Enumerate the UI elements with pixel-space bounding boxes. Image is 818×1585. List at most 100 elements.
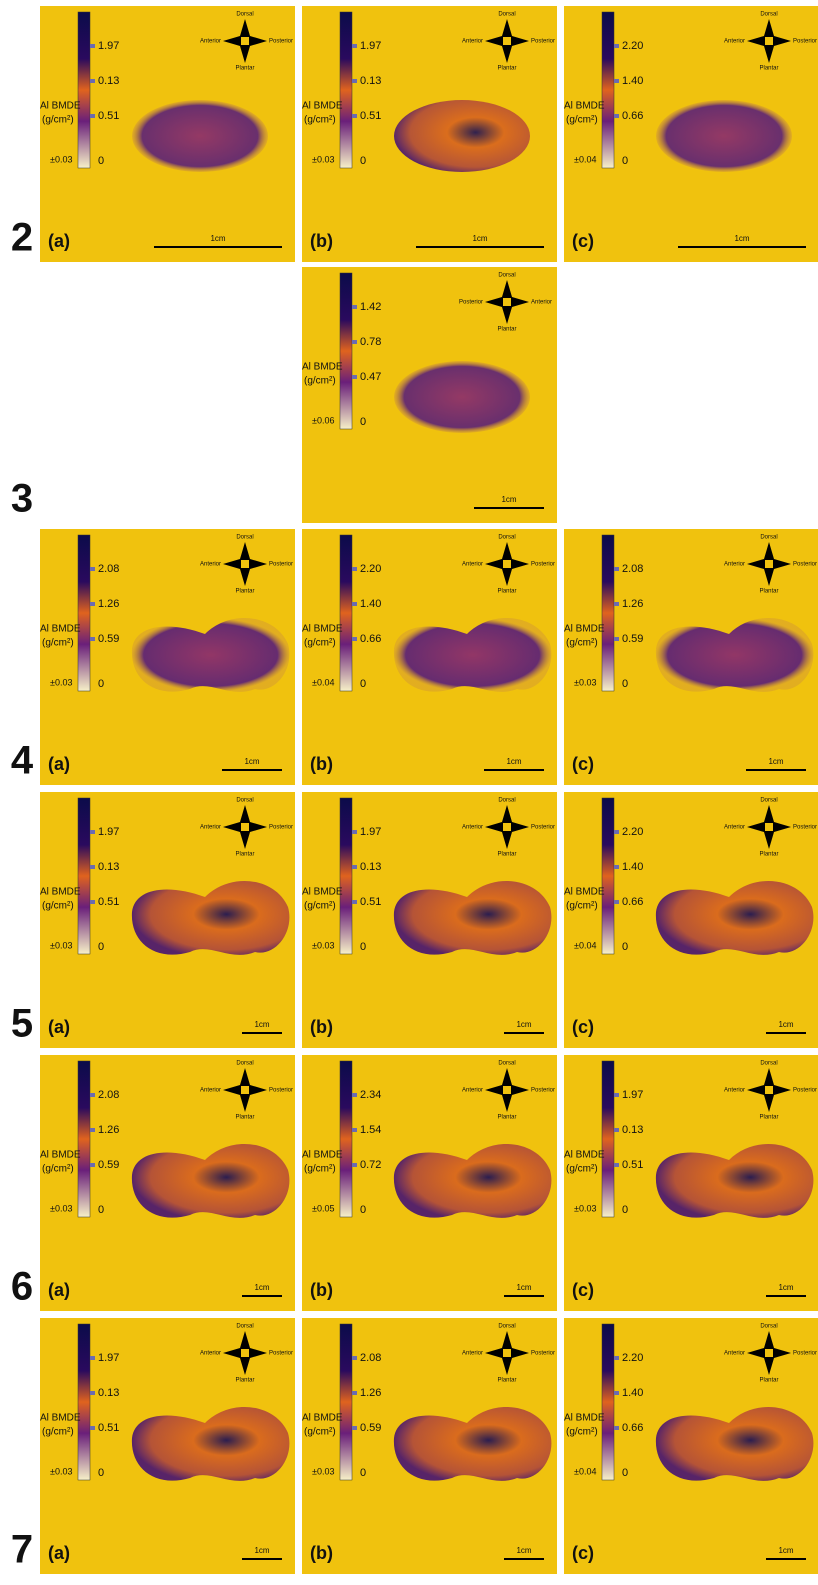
- colorbar-tick-label: 1.97: [98, 1352, 119, 1364]
- colorbar: [602, 798, 614, 954]
- compass-label: Anterior: [724, 1088, 745, 1094]
- compass-label: Posterior: [531, 1088, 555, 1094]
- compass-label: Dorsal: [236, 1324, 253, 1330]
- compass-label: Anterior: [462, 825, 483, 831]
- unit-label: (g/cm²): [304, 901, 336, 912]
- axis-label: Al BMDE: [40, 624, 81, 635]
- tick-marker: [90, 865, 95, 869]
- panel-letter: (c): [572, 1017, 594, 1037]
- compass-label: Plantar: [235, 589, 254, 595]
- tick-marker: [352, 1391, 357, 1395]
- error-label: ±0.03: [312, 154, 334, 164]
- compass-center: [765, 1349, 773, 1357]
- error-label: ±0.03: [574, 1203, 596, 1213]
- compass-center: [241, 1349, 249, 1357]
- compass-label: Dorsal: [760, 12, 777, 18]
- compass-label: Posterior: [531, 39, 555, 45]
- colorbar-tick-label: 1.42: [360, 301, 381, 313]
- compass-label: Anterior: [200, 1088, 221, 1094]
- compass-label: Posterior: [531, 1351, 555, 1357]
- colorbar: [340, 12, 352, 168]
- compass-label: Posterior: [269, 1088, 293, 1094]
- zero-label: 0: [622, 1467, 628, 1479]
- row-label: 7: [11, 1528, 33, 1572]
- colorbar-tick-label: 0.66: [622, 110, 643, 122]
- compass-label: Plantar: [759, 852, 778, 858]
- tick-marker: [90, 79, 95, 83]
- tick-marker: [352, 602, 357, 606]
- panel-letter: (b): [310, 1280, 333, 1300]
- tick-marker: [352, 1093, 357, 1097]
- compass-label: Posterior: [459, 300, 483, 306]
- tick-marker: [614, 79, 619, 83]
- colorbar-tick-label: 0.51: [98, 1422, 119, 1434]
- unit-label: (g/cm²): [566, 638, 598, 649]
- scale-label: 1cm: [210, 234, 225, 243]
- zero-label: 0: [622, 1204, 628, 1216]
- tick-marker: [352, 567, 357, 571]
- unit-label: (g/cm²): [304, 376, 336, 387]
- compass-center: [765, 560, 773, 568]
- colorbar-tick-label: 0.51: [622, 1159, 643, 1171]
- compass-label: Posterior: [269, 825, 293, 831]
- zero-label: 0: [360, 155, 366, 167]
- panel-letter: (c): [572, 1280, 594, 1300]
- bone-section: [394, 361, 530, 433]
- colorbar-tick-label: 0.13: [622, 1124, 643, 1136]
- zero-label: 0: [622, 941, 628, 953]
- colorbar-tick-label: 2.08: [622, 563, 643, 575]
- compass-label: Plantar: [235, 852, 254, 858]
- tick-marker: [352, 900, 357, 904]
- compass-label: Plantar: [235, 66, 254, 72]
- scale-label: 1cm: [254, 1020, 269, 1029]
- compass-label: Posterior: [269, 39, 293, 45]
- compass-label: Dorsal: [498, 12, 515, 18]
- error-label: ±0.03: [50, 1203, 72, 1213]
- scale-label: 1cm: [778, 1546, 793, 1555]
- tick-marker: [90, 1128, 95, 1132]
- colorbar-tick-label: 2.20: [622, 40, 643, 52]
- row-label: 6: [11, 1265, 33, 1309]
- tick-marker: [90, 830, 95, 834]
- compass-center: [503, 560, 511, 568]
- row-label: 5: [11, 1002, 33, 1046]
- compass-label: Posterior: [793, 39, 817, 45]
- zero-label: 0: [98, 678, 104, 690]
- panel-letter: (a): [48, 231, 70, 251]
- unit-label: (g/cm²): [566, 115, 598, 126]
- colorbar-tick-label: 0.13: [98, 861, 119, 873]
- error-label: ±0.05: [312, 1203, 334, 1213]
- compass-label: Posterior: [793, 562, 817, 568]
- compass-label: Anterior: [724, 1351, 745, 1357]
- scale-label: 1cm: [472, 234, 487, 243]
- colorbar-tick-label: 0.78: [360, 336, 381, 348]
- panel-letter: (a): [48, 754, 70, 774]
- compass-label: Dorsal: [498, 535, 515, 541]
- tick-marker: [352, 340, 357, 344]
- compass-label: Plantar: [759, 66, 778, 72]
- error-label: ±0.04: [574, 1466, 596, 1476]
- tick-marker: [90, 1391, 95, 1395]
- unit-label: (g/cm²): [566, 901, 598, 912]
- tick-marker: [90, 114, 95, 118]
- compass-center: [765, 37, 773, 45]
- compass-label: Plantar: [497, 589, 516, 595]
- colorbar: [340, 535, 352, 691]
- colorbar-tick-label: 0.59: [98, 633, 119, 645]
- compass-label: Anterior: [200, 1351, 221, 1357]
- row-label: 2: [11, 216, 33, 260]
- colorbar-tick-label: 1.40: [622, 75, 643, 87]
- colorbar-tick-label: 1.26: [622, 598, 643, 610]
- colorbar-tick-label: 2.08: [98, 1089, 119, 1101]
- unit-label: (g/cm²): [42, 115, 74, 126]
- colorbar-tick-label: 0.59: [622, 633, 643, 645]
- unit-label: (g/cm²): [42, 1164, 74, 1175]
- axis-label: Al BMDE: [302, 624, 343, 635]
- scale-label: 1cm: [516, 1546, 531, 1555]
- unit-label: (g/cm²): [304, 638, 336, 649]
- colorbar: [602, 1324, 614, 1480]
- compass-label: Plantar: [497, 66, 516, 72]
